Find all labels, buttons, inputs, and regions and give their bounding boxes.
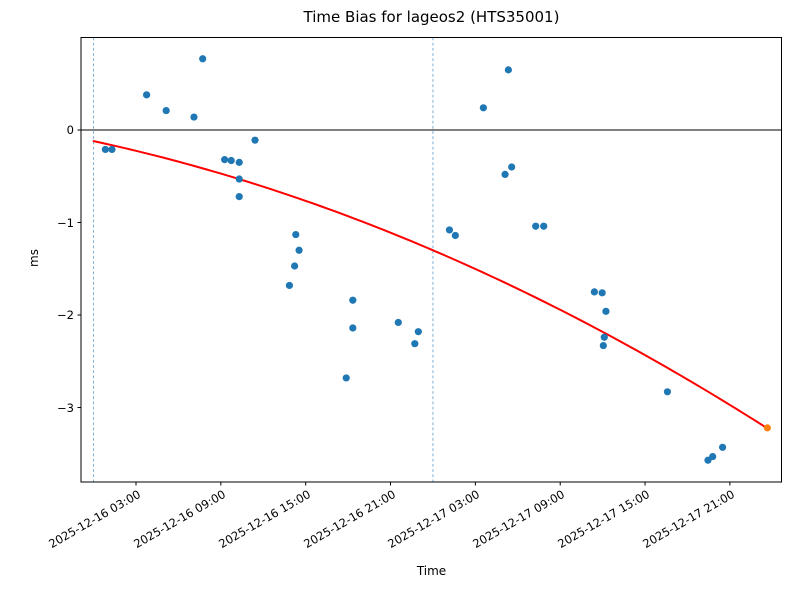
plot-border [80,37,782,483]
scatter-point-observations [235,158,243,166]
scatter-point-observations [411,340,419,348]
scatter-point-observations [445,226,454,234]
scatter-point-observations [709,452,717,461]
scatter-point-observations [501,170,509,179]
scatter-point-observations [718,443,727,451]
scatter-point-observations [599,341,607,350]
x-axis-label: Time [416,564,447,578]
scatter-point-observations [190,113,198,121]
y-axis-label: ms [27,249,41,267]
y-axis-tick-label: −1 [57,215,74,230]
scatter-point-observations [291,262,299,270]
scatter-point-observations [235,193,243,201]
scatter-point-observations [108,145,116,154]
y-axis-tick-label: 0 [66,123,74,137]
scatter-point-observations [598,289,606,297]
scatter-point-observations [285,281,294,290]
scatter-point-observations [221,156,229,164]
scatter-point-observations [349,324,357,332]
chart-title: Time Bias for lageos2 (HTS35001) [303,8,560,26]
scatter-point-observations [663,388,672,396]
fit-curve [92,140,769,430]
scatter-point-observations [590,288,598,296]
scatter-point-observations [479,104,487,112]
scatter-point-observations [532,222,540,230]
scatter-point-observations [162,106,170,115]
scatter-point-observations [451,231,459,240]
y-axis-tick-label: −3 [57,400,74,415]
scatter-point-observations [349,296,357,304]
scatter-point-observations [235,175,243,183]
y-axis-tick-label: −2 [57,308,74,323]
scatter-point-observations [227,156,235,165]
scatter-point-observations [295,246,303,254]
scatter-point-observations [251,136,259,144]
scatter-point-observations [199,55,207,63]
scatter-point-observations [101,145,109,154]
scatter-point-observations [504,66,512,74]
scatter-point-observations [292,230,300,239]
scatter-point-observations [600,333,608,341]
scatter-point-observations [602,307,610,315]
scatter-point-observations [342,374,350,382]
scatter-point-observations [540,222,548,230]
scatter-point-extrapolated-point [763,424,771,432]
scatter-point-observations [143,91,151,99]
scatter-point-observations [414,328,422,336]
scatter-point-observations [394,318,402,327]
scatter-point-observations [508,163,516,171]
